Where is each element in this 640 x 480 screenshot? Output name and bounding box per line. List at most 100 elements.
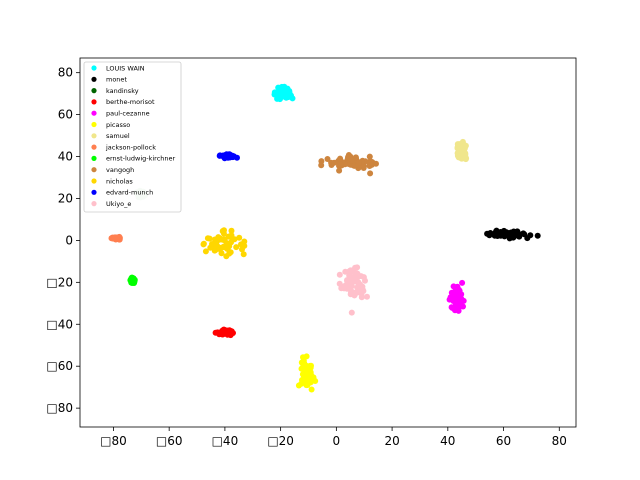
x-tick-label: 60: [496, 434, 511, 448]
point-series-0: [275, 84, 282, 91]
point-series-12: [348, 309, 355, 316]
point-series-10: [202, 248, 209, 255]
legend: LOUIS WAIN monet kandinsky berthe-morisot pa…: [83, 61, 182, 213]
point-series-7: [111, 234, 118, 241]
point-series-9: [366, 153, 373, 160]
legend-label: ernst-ludwig-kirchner: [106, 155, 176, 163]
y-tick-label: □20: [46, 275, 73, 289]
x-tick-label: □40: [212, 434, 239, 448]
point-series-10: [224, 244, 231, 251]
legend-marker: [91, 189, 97, 195]
point-series-12: [346, 268, 353, 275]
legend-label: paul-cezanne: [106, 110, 150, 118]
point-series-10: [206, 235, 213, 242]
point-series-0: [289, 95, 296, 102]
point-series-10: [240, 251, 247, 258]
point-series-10: [228, 232, 235, 239]
legend-marker: [91, 121, 97, 128]
legend-marker: [91, 178, 97, 184]
legend-label: berthe-morisot: [106, 98, 155, 106]
legend-marker: [91, 65, 97, 71]
point-series-10: [200, 240, 207, 247]
point-series-10: [228, 227, 235, 234]
point-series-1: [495, 229, 502, 236]
point-series-10: [219, 236, 226, 243]
point-series-4: [447, 295, 454, 302]
point-series-4: [460, 303, 466, 310]
point-series-6: [460, 154, 466, 161]
legend-label: picasso: [106, 121, 130, 129]
y-tick-label: 60: [58, 108, 73, 122]
legend-label: edvard-munch: [106, 189, 153, 197]
point-series-6: [459, 147, 466, 154]
x-tick-label: 0: [333, 434, 341, 448]
point-series-12: [364, 293, 370, 300]
point-series-4: [449, 305, 456, 311]
legend-marker: [91, 88, 97, 94]
point-series-5: [300, 354, 306, 361]
point-series-9: [336, 167, 343, 174]
legend-label: kandinsky: [106, 87, 139, 95]
plot-frame: [79, 57, 577, 428]
legend-marker: [91, 167, 97, 173]
point-series-10: [221, 227, 227, 234]
legend-label: vangogh: [106, 166, 134, 174]
point-series-1: [510, 233, 517, 239]
x-tick-label: 20: [384, 434, 399, 448]
legend-label: nicholas: [106, 177, 133, 185]
point-series-1: [486, 232, 493, 239]
point-series-10: [239, 246, 245, 253]
y-tick-label: 0: [65, 233, 73, 247]
point-series-10: [228, 239, 234, 246]
point-series-1: [514, 228, 521, 235]
point-series-12: [350, 278, 357, 285]
point-series-4: [452, 293, 459, 300]
point-series-0: [275, 89, 282, 96]
legend-marker: [91, 99, 97, 105]
point-series-12: [360, 274, 367, 281]
point-series-8: [131, 280, 137, 286]
point-series-9: [373, 160, 379, 167]
x-tick-label: □20: [267, 434, 294, 448]
legend-box: [83, 61, 182, 213]
point-series-9: [345, 154, 351, 161]
point-series-11: [220, 153, 227, 160]
y-tick-label: 40: [58, 150, 73, 164]
point-series-10: [241, 238, 248, 245]
point-series-9: [366, 160, 373, 167]
legend-marker: [91, 201, 97, 207]
point-series-9: [352, 154, 359, 161]
point-series-1: [534, 232, 541, 239]
x-tick-label: □80: [100, 434, 127, 448]
point-series-12: [354, 264, 361, 271]
axis-ticks: □80 □60 □40 □20 0 20 40 60 80 □80 □60 □40 □20 0 20 40 60…: [46, 66, 567, 448]
point-series-5: [308, 386, 315, 393]
point-series-3: [226, 328, 233, 335]
legend-marker: [91, 144, 97, 150]
point-series-12: [352, 270, 359, 277]
point-series-12: [336, 271, 343, 278]
point-series-4: [455, 307, 462, 314]
point-series-10: [216, 246, 223, 252]
point-series-12: [336, 280, 343, 287]
legend-label: Ukiyo_e: [106, 200, 131, 208]
legend-marker: [91, 133, 97, 139]
point-series-5: [303, 363, 310, 370]
point-series-3: [217, 329, 224, 336]
point-series-10: [236, 234, 243, 241]
y-tick-label: 80: [58, 66, 73, 80]
legend-label: monet: [106, 76, 127, 84]
point-series-9: [367, 170, 374, 177]
point-series-0: [276, 94, 283, 101]
point-series-9: [337, 161, 344, 168]
point-series-9: [337, 155, 344, 162]
point-series-10: [233, 244, 240, 251]
point-series-0: [281, 88, 288, 95]
legend-label: samuel: [106, 132, 130, 140]
point-series-4: [458, 291, 465, 298]
y-tick-label: □40: [46, 317, 73, 331]
point-series-1: [527, 232, 534, 239]
point-series-10: [209, 241, 215, 247]
point-series-4: [458, 295, 465, 302]
